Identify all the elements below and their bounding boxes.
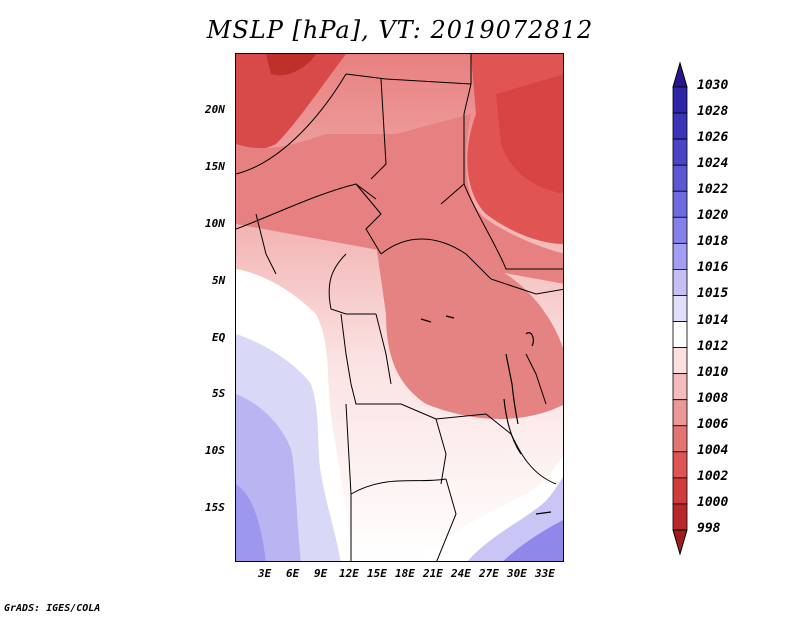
colorbar-swatch [672, 164, 688, 192]
lon-label-12e: 12E [339, 567, 359, 580]
colorbar-swatch [672, 347, 688, 375]
lon-label-24e: 24E [451, 567, 471, 580]
colorbar-swatch [672, 477, 688, 505]
lat-label-15s: 15S [205, 501, 225, 514]
colorbar-level-label: 1022 [697, 182, 729, 198]
colorbar-swatch [672, 86, 688, 114]
colorbar-swatch [672, 190, 688, 218]
colorbar-swatch [672, 242, 688, 270]
colorbar-level-label: 1018 [697, 234, 729, 250]
lon-label-3e: 3E [258, 567, 272, 580]
colorbar-level-label: 1012 [697, 338, 729, 354]
pressure-field [236, 54, 563, 561]
colorbar-level-label: 1028 [697, 104, 729, 120]
colorbar-level-label: 1006 [697, 416, 729, 432]
grads-credit: GrADS: IGES/COLA [4, 603, 101, 614]
colorbar-swatch [672, 112, 688, 140]
colorbar-bottom-arrow [672, 529, 688, 556]
pressure-map [235, 53, 564, 562]
colorbar-swatch [672, 373, 688, 401]
colorbar-level-label: 1030 [697, 78, 729, 93]
lon-label-27e: 27E [479, 567, 499, 580]
lat-label-20n: 20N [205, 103, 225, 116]
colorbar-swatch [672, 216, 688, 244]
colorbar-level-label: 1020 [697, 208, 729, 224]
mid-pressure-zone-central [376, 236, 563, 419]
colorbar-swatch [672, 425, 688, 453]
lat-label-15n: 15N [205, 160, 225, 173]
lon-label-9e: 9E [314, 567, 328, 580]
colorbar-swatch [672, 138, 688, 166]
colorbar-level-label: 1000 [697, 494, 729, 510]
lon-label-21e: 21E [423, 567, 443, 580]
chart-title: MSLP [hPa], VT: 2019072812 [206, 16, 594, 44]
lon-label-30e: 30E [507, 567, 527, 580]
low-pressure-core-ne [496, 74, 563, 194]
lon-label-18e: 18E [395, 567, 415, 580]
lon-label-33e: 33E [535, 567, 555, 580]
lat-label-5s: 5S [212, 387, 226, 400]
mid-pressure-band-north [236, 114, 563, 284]
lat-label-eq: EQ [212, 331, 226, 344]
colorbar-top-arrow [672, 61, 688, 88]
lon-label-15e: 15E [367, 567, 387, 580]
lon-label-6e: 6E [286, 567, 300, 580]
lat-label-10n: 10N [205, 217, 225, 230]
colorbar-level-label: 1004 [697, 442, 729, 458]
high-pressure-zone-sw-blue [236, 484, 266, 561]
colorbar-level-label: 1014 [697, 312, 729, 328]
colorbar-level-label: 1008 [697, 390, 729, 406]
lake-outlines [420, 315, 552, 515]
country-borders [236, 54, 563, 561]
colorbar-swatch [672, 269, 688, 296]
colorbar-level-label: 1024 [697, 156, 729, 172]
lat-label-10s: 10S [205, 444, 225, 457]
colorbar-level-label: 998 [697, 521, 721, 536]
colorbar-level-label: 1010 [697, 364, 729, 380]
colorbar-swatch [672, 451, 688, 479]
colorbar-level-label: 1002 [697, 468, 729, 484]
colorbar-level-label: 1016 [697, 260, 729, 276]
colorbar-swatch [672, 503, 688, 531]
colorbar-level-label: 1026 [697, 130, 729, 146]
low-pressure-core-nw [266, 54, 316, 76]
colorbar-swatch [672, 295, 688, 322]
colorbar-swatch [672, 399, 688, 427]
lat-label-5n: 5N [212, 274, 226, 287]
high-pressure-zone-se-blue [503, 520, 563, 561]
low-pressure-zone-nw [236, 54, 346, 150]
colorbar-swatch [672, 321, 688, 348]
colorbar-level-label: 1015 [697, 286, 729, 302]
